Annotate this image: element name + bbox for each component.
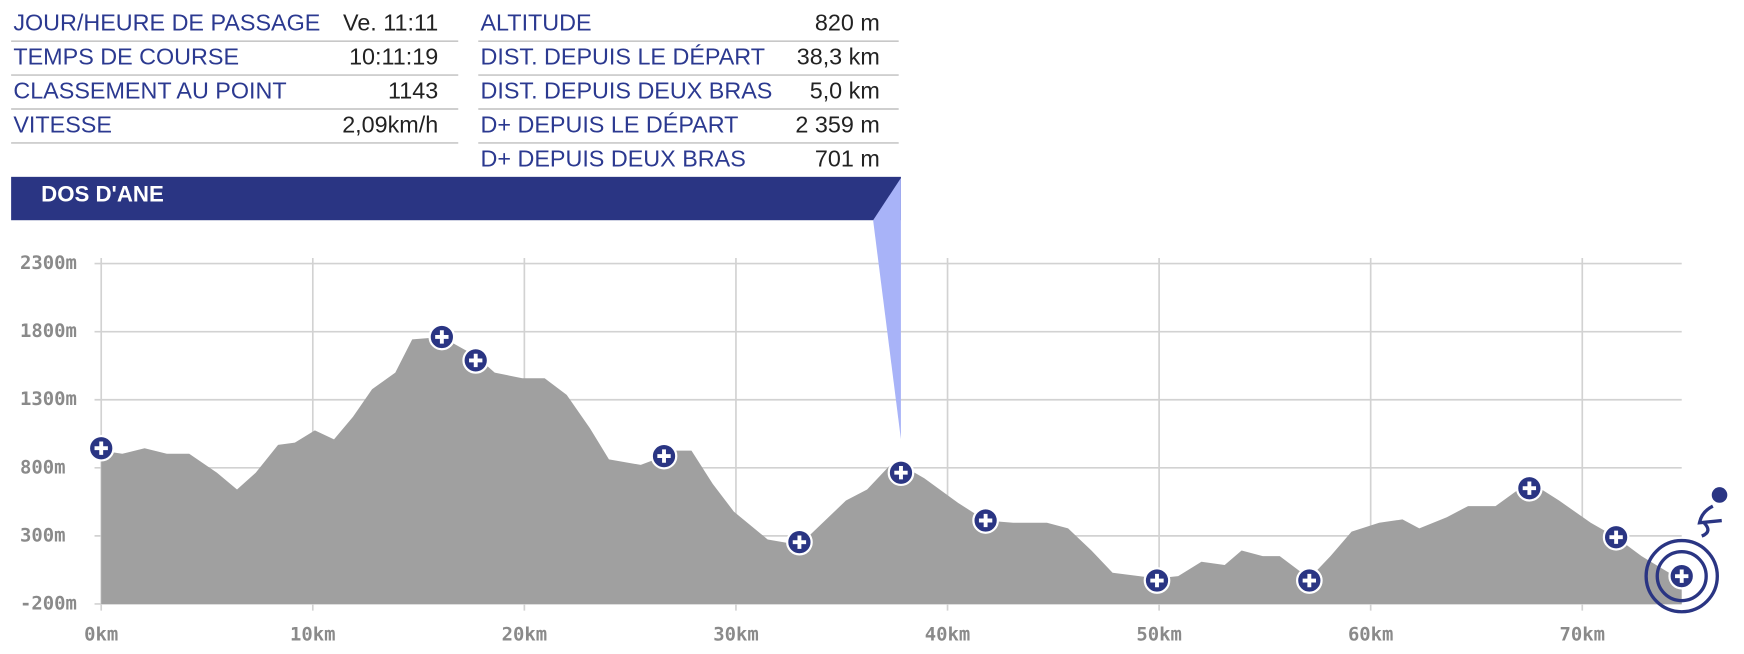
info-label: CLASSEMENT AU POINT: [13, 77, 286, 103]
info-label: D+ DEPUIS LE DÉPART: [480, 111, 738, 137]
x-tick-label: 10km: [290, 624, 336, 646]
marker-plus: [978, 513, 993, 528]
info-label: JOUR/HEURE DE PASSAGE: [13, 10, 320, 36]
marker-plus: [657, 449, 671, 463]
info-value: 5,0 km: [810, 77, 880, 103]
y-tick-label: 1300m: [20, 388, 77, 410]
x-tick-label: 0km: [84, 624, 118, 646]
marker-plus: [1675, 569, 1689, 583]
info-label: TEMPS DE COURSE: [13, 44, 239, 70]
marker-plus: [1609, 530, 1623, 544]
x-tick-label: 40km: [925, 624, 971, 646]
y-tick-label: 2300m: [20, 252, 77, 274]
header-title: DOS D'ANE: [41, 182, 164, 207]
marker-plus: [1150, 573, 1164, 588]
marker-ring: [1644, 538, 1719, 614]
marker-ring: [1655, 550, 1708, 603]
info-label: ALTITUDE: [480, 10, 591, 36]
info-label: DIST. DEPUIS DEUX BRAS: [480, 77, 772, 103]
marker-plus: [1522, 481, 1537, 495]
marker-plus: [94, 441, 108, 455]
info-value: 1143: [388, 77, 438, 103]
x-tick-label: 50km: [1136, 624, 1182, 646]
marker-plus: [792, 535, 807, 549]
header-bar: [11, 176, 901, 221]
position-pointer: [873, 177, 901, 440]
info-value: 820 m: [815, 10, 880, 36]
info-value: Ve. 11:11: [343, 10, 438, 36]
info-value: 701 m: [815, 145, 880, 171]
x-tick-label: 30km: [713, 624, 759, 646]
info-label: DIST. DEPUIS LE DÉPART: [480, 44, 765, 70]
x-tick-label: 60km: [1348, 624, 1393, 646]
y-tick-label: 300m: [20, 524, 66, 546]
info-value: 10:11:19: [349, 44, 438, 70]
x-tick-label: 20km: [502, 624, 548, 646]
marker-plus: [435, 330, 449, 344]
x-tick-label: 70km: [1560, 624, 1605, 646]
y-tick-label: 1800m: [20, 320, 77, 342]
info-value: 2,09km/h: [342, 111, 438, 137]
y-tick-label: -200m: [20, 592, 77, 614]
info-label: VITESSE: [13, 111, 112, 137]
marker-plus: [1302, 573, 1317, 588]
info-panel: JOUR/HEURE DE PASSAGE Ve. 11:11 TEMPS DE C…: [11, 10, 899, 171]
info-value: 2 359 m: [795, 111, 879, 137]
chart: -200m 300m 800m 1300m 1800m 2300m 0km 10km 20km 3…: [20, 252, 1719, 646]
info-value: 38,3 km: [797, 44, 880, 70]
runner-icon: [1697, 487, 1728, 538]
info-label: D+ DEPUIS DEUX BRAS: [480, 145, 745, 171]
marker-plus: [469, 353, 483, 368]
y-tick-label: 800m: [20, 456, 66, 478]
marker-plus: [894, 466, 908, 480]
